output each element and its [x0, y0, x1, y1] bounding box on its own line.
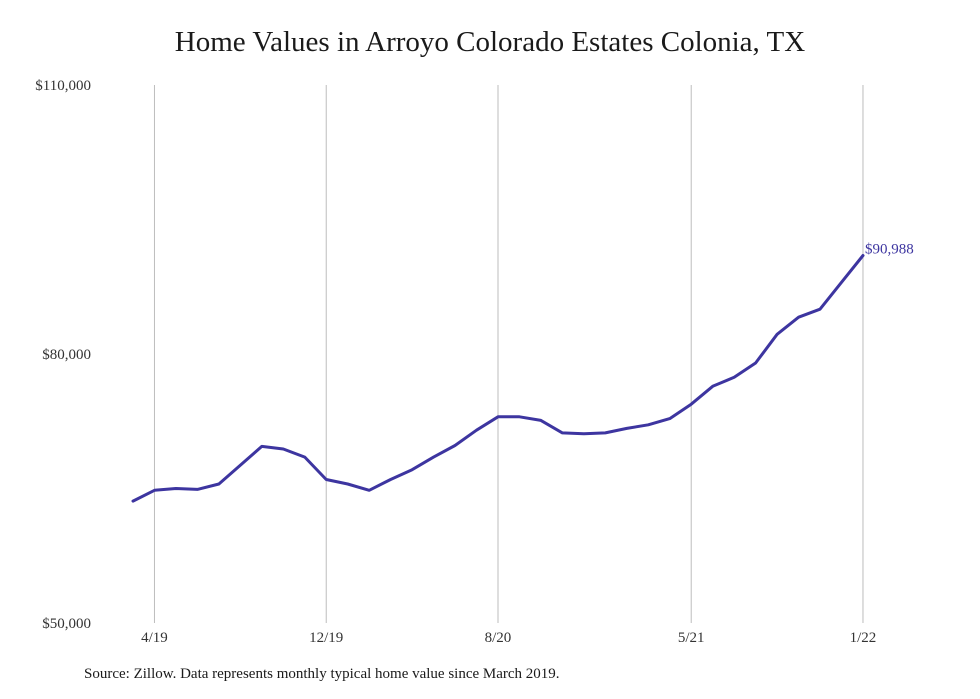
- grid-lines: [153, 85, 864, 623]
- x-axis-ticks: 4/19 12/19 8/20 5/21 1/22: [141, 630, 876, 646]
- x-tick-label: 8/20: [485, 630, 512, 646]
- y-tick-label: $50,000: [42, 616, 91, 632]
- y-tick-label: $80,000: [42, 347, 91, 363]
- x-tick-label: 4/19: [141, 630, 168, 646]
- x-tick-label: 5/21: [678, 630, 705, 646]
- source-note: Source: Zillow. Data represents monthly …: [84, 666, 560, 682]
- chart-title: Home Values in Arroyo Colorado Estates C…: [174, 26, 806, 58]
- end-value-label: $90,988: [865, 241, 914, 257]
- line-chart: $110,000 $80,000 $50,000 4/19 12/19 8/20 5/21…: [35, 78, 914, 646]
- y-axis-ticks: $110,000 $80,000 $50,000: [35, 78, 91, 632]
- x-tick-label: 1/22: [850, 630, 877, 646]
- x-tick-label: 12/19: [309, 630, 343, 646]
- y-tick-label: $110,000: [35, 78, 91, 94]
- series-line: [131, 254, 865, 503]
